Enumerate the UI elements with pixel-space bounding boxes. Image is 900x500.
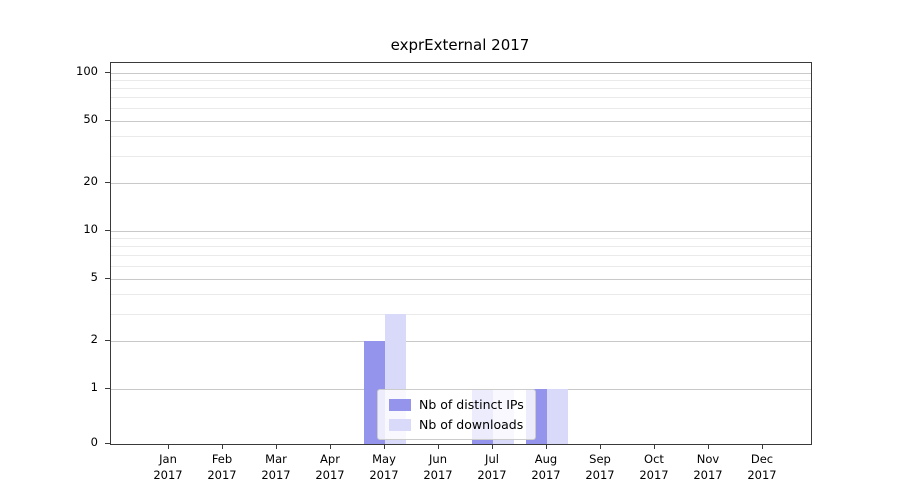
plot-area <box>110 62 812 445</box>
minor-gridline <box>111 238 811 240</box>
y-tick <box>105 388 110 389</box>
x-tick-label: Mar 2017 <box>248 451 304 483</box>
x-tick <box>762 444 763 449</box>
x-tick-label: Apr 2017 <box>302 451 358 483</box>
y-tick-label: 1 <box>90 380 98 394</box>
x-tick-year: 2017 <box>747 468 777 482</box>
x-tick-year: 2017 <box>423 468 453 482</box>
x-tick-year: 2017 <box>153 468 183 482</box>
x-tick-year: 2017 <box>531 468 561 482</box>
y-tick <box>105 340 110 342</box>
legend: Nb of distinct IPs Nb of downloads <box>377 389 536 440</box>
x-tick-year: 2017 <box>585 468 615 482</box>
x-tick-month: Mar <box>265 452 287 466</box>
x-tick <box>168 444 169 449</box>
minor-gridline <box>111 135 811 137</box>
x-tick-label: Aug 2017 <box>518 451 574 483</box>
y-tick-label: 50 <box>83 111 98 126</box>
x-tick <box>384 444 385 449</box>
x-tick-month: May <box>372 452 396 466</box>
x-tick-label: Oct 2017 <box>626 451 682 483</box>
legend-swatch <box>389 398 411 411</box>
y-tick-label: 2 <box>90 332 98 347</box>
x-tick-month: Jun <box>429 452 447 466</box>
x-tick-label: Dec 2017 <box>734 451 790 483</box>
x-tick-year: 2017 <box>315 468 345 482</box>
minor-gridline <box>111 97 811 99</box>
legend-label: Nb of downloads <box>419 417 524 432</box>
minor-gridline <box>111 88 811 90</box>
x-tick-label: Sep 2017 <box>572 451 628 483</box>
x-tick-year: 2017 <box>207 468 237 482</box>
x-tick-year: 2017 <box>477 468 507 482</box>
x-tick <box>546 444 547 449</box>
legend-swatch <box>389 418 411 431</box>
x-tick-month: Feb <box>211 452 233 466</box>
major-gridline <box>111 120 811 122</box>
x-tick-month: Oct <box>644 452 664 466</box>
x-tick-label: Nov 2017 <box>680 451 736 483</box>
minor-gridline <box>111 155 811 157</box>
x-tick-month: Jul <box>485 452 499 466</box>
minor-gridline <box>111 246 811 248</box>
major-gridline <box>111 231 811 232</box>
x-tick <box>654 444 655 449</box>
x-tick <box>492 444 493 449</box>
minor-gridline <box>111 255 811 257</box>
x-tick-month: Nov <box>696 452 720 466</box>
x-tick-month: Sep <box>589 452 611 466</box>
x-tick <box>438 444 439 449</box>
y-tick-label: 10 <box>83 222 98 236</box>
legend-item: Nb of downloads <box>389 417 524 432</box>
x-tick <box>222 444 223 449</box>
x-tick-month: Apr <box>320 452 340 466</box>
x-tick-year: 2017 <box>639 468 669 482</box>
x-tick-year: 2017 <box>369 468 399 482</box>
y-tick <box>105 72 110 73</box>
y-tick-label: 100 <box>76 64 98 78</box>
y-tick <box>105 230 110 231</box>
bar <box>547 389 568 444</box>
x-tick-label: Jul 2017 <box>464 451 520 483</box>
x-tick <box>600 444 601 449</box>
minor-gridline <box>111 293 811 295</box>
major-gridline <box>111 341 811 343</box>
x-tick <box>330 444 331 449</box>
x-tick <box>708 444 709 449</box>
legend-item: Nb of distinct IPs <box>389 397 524 412</box>
x-tick-year: 2017 <box>693 468 723 482</box>
chart-title: exprExternal 2017 <box>390 36 530 54</box>
minor-gridline <box>111 80 811 82</box>
y-tick-label: 5 <box>90 269 98 284</box>
x-tick-label: Jun 2017 <box>410 451 466 483</box>
y-tick-label: 0 <box>90 435 98 449</box>
x-tick-month: Jan <box>159 452 177 466</box>
minor-gridline <box>111 313 811 315</box>
x-tick-year: 2017 <box>261 468 291 482</box>
y-tick <box>105 443 110 444</box>
x-tick-label: Jan 2017 <box>140 451 196 483</box>
y-tick <box>105 182 110 184</box>
y-tick-label: 20 <box>83 174 98 189</box>
major-gridline <box>111 183 811 185</box>
minor-gridline <box>111 266 811 268</box>
y-tick <box>105 119 110 121</box>
major-gridline <box>111 278 811 280</box>
minor-gridline <box>111 108 811 110</box>
x-tick-month: Aug <box>534 452 558 466</box>
x-tick-label: May 2017 <box>356 451 412 483</box>
x-tick-month: Dec <box>750 452 774 466</box>
x-tick <box>276 444 277 449</box>
major-gridline <box>111 73 811 74</box>
x-tick-label: Feb 2017 <box>194 451 250 483</box>
y-tick <box>105 277 110 279</box>
legend-label: Nb of distinct IPs <box>419 397 524 412</box>
